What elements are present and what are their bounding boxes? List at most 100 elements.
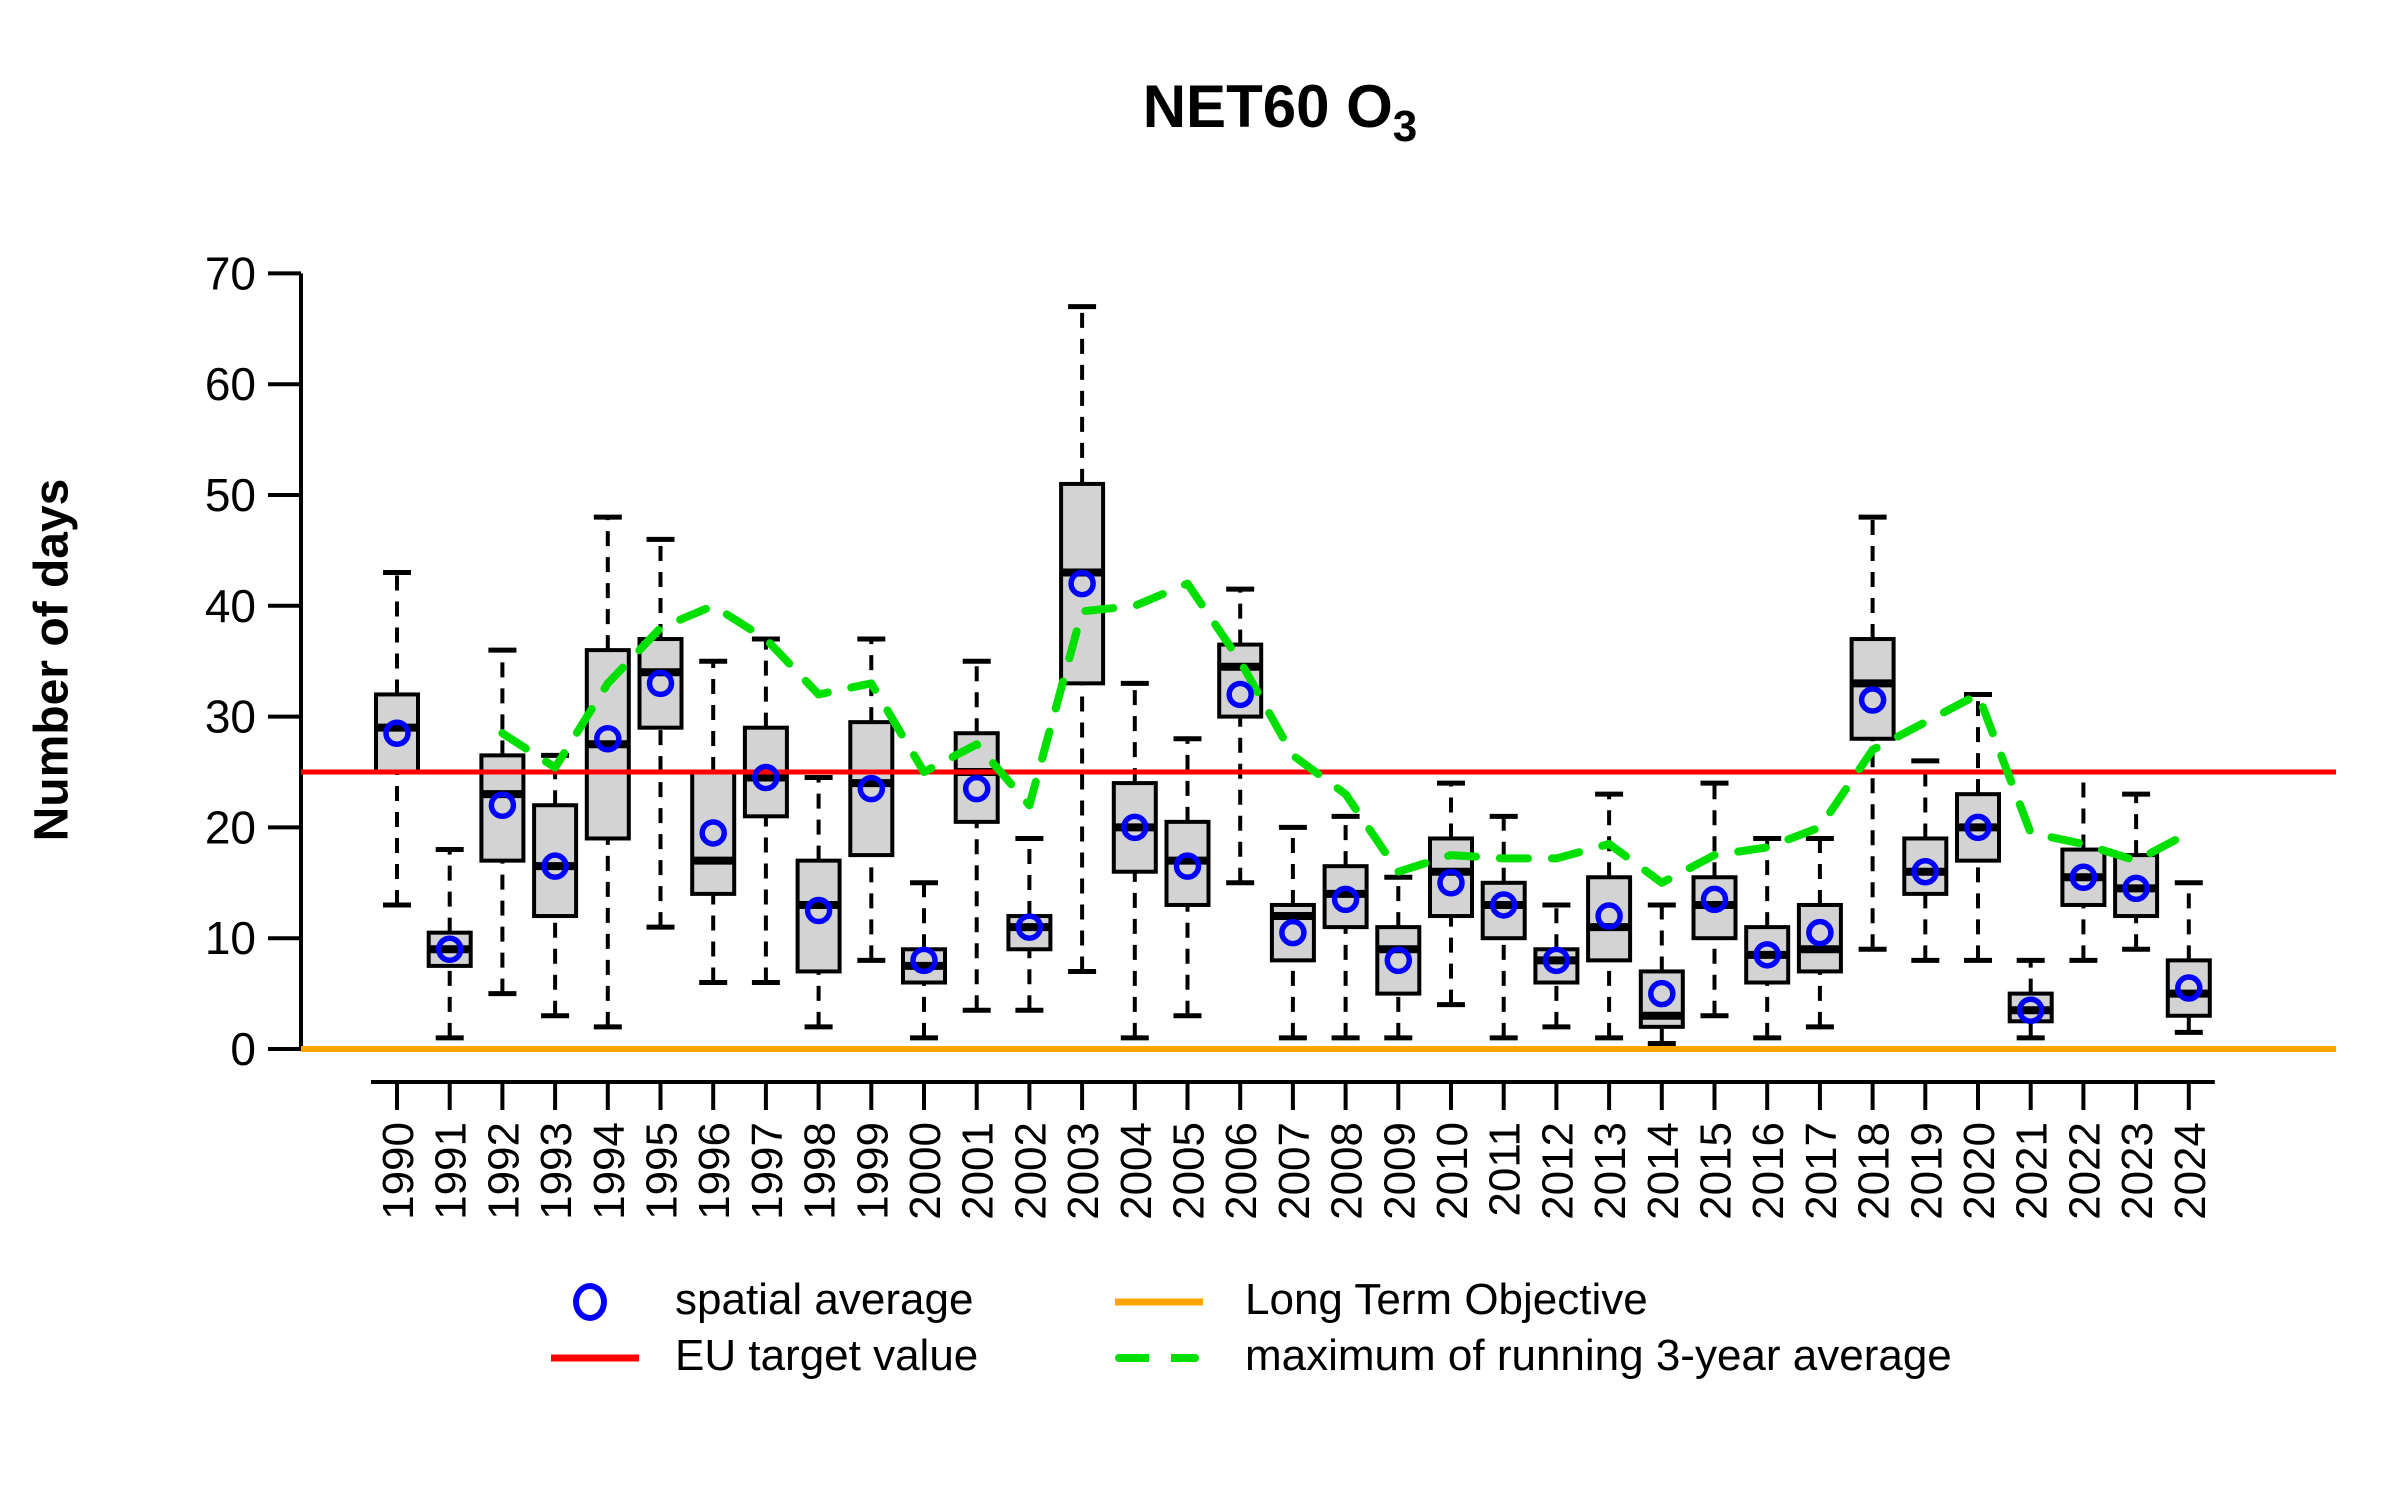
x-tick-label-1991: 1991 [427,1122,476,1220]
spatial-average-marker-1999 [857,774,886,803]
spatial-average-marker-1993 [541,852,569,880]
eu-target-line-icon [551,1354,639,1362]
box-1995 [637,637,684,730]
spatial-average-marker-1990 [383,719,411,747]
x-tick-label-1998: 1998 [796,1122,845,1220]
x-tick-label-2003: 2003 [1059,1122,1108,1220]
x-tick-label-1993: 1993 [532,1122,581,1220]
spatial-average-marker-2004 [1121,813,1149,842]
x-tick-label-2010: 2010 [1428,1122,1477,1220]
x-tick-label-1990: 1990 [374,1122,423,1220]
chart-title: NET60 O3 [1142,72,1418,151]
spatial-average-marker-2018 [1858,686,1887,714]
spatial-average-marker-1995 [646,669,675,698]
box-1999 [848,720,895,858]
x-tick-label-2021: 2021 [2008,1122,2057,1220]
x-tick-label-2011: 2011 [1481,1122,1530,1217]
spatial-average-marker-2020 [1964,813,1992,842]
box-2024 [2165,958,2212,1018]
box-2017 [1796,902,1843,974]
x-tick-label-2007: 2007 [1270,1122,1319,1220]
y-tick-label-70: 70 [205,247,256,299]
running-3yr-average-line [498,579,2193,887]
x-tick-label-2022: 2022 [2060,1122,2109,1220]
spatial-average-marker-1997 [752,763,780,792]
spatial-average-marker-2023 [2122,874,2150,903]
box-1998 [795,858,842,974]
x-tick-label-1994: 1994 [585,1122,634,1220]
x-tick-label-2015: 2015 [1692,1122,1741,1220]
y-tick-label-20: 20 [205,801,256,853]
box-1990 [374,692,420,774]
spatial-average-marker-1994 [594,725,622,753]
spatial-average-marker-2012 [1542,946,1571,975]
legend-label: spatial average [675,1275,974,1324]
y-tick-label-30: 30 [205,691,256,743]
x-tick-label-1996: 1996 [690,1122,739,1220]
x-tick-label-2004: 2004 [1112,1122,1161,1220]
x-tick-label-1997: 1997 [743,1122,792,1220]
spatial-average-marker-1992 [488,791,517,819]
spatial-average-marker-1996 [699,819,727,847]
box-2009 [1375,925,1422,996]
spatial-average-marker-1998 [804,896,833,925]
x-tick-label-2020: 2020 [1955,1122,2004,1220]
x-tick-label-2012: 2012 [1533,1122,1582,1220]
x-tick-label-2001: 2001 [954,1122,1003,1220]
spatial-average-marker-2009 [1384,946,1413,975]
spatial-average-marker-2024 [2175,974,2203,1002]
x-tick-label-2013: 2013 [1586,1122,1635,1220]
spatial-average-marker-2002 [1015,913,1044,941]
long-term-objective-line-icon [1115,1298,1203,1306]
spatial-average-marker-2016 [1753,941,1781,969]
chart-title-main: NET60 O [1142,73,1393,140]
spatial-average-marker-2006 [1226,680,1254,709]
x-tick-label-1995: 1995 [638,1122,687,1220]
box-1996 [690,770,737,896]
spatial-average-marker-2022 [2069,863,2098,892]
x-tick-label-2016: 2016 [1744,1122,1793,1220]
legend-label: Long Term Objective [1245,1275,1648,1324]
spatial-average-marker-2000 [910,946,938,975]
y-tick-label-50: 50 [205,469,256,521]
spatial-average-marker-2015 [1700,885,1729,914]
x-tick-label-2008: 2008 [1323,1122,1372,1220]
spatial-average-marker-2021 [2016,996,2045,1024]
spatial-average-marker-2010 [1437,869,1465,897]
chart-title-subscript: 3 [1392,102,1418,151]
spatial-average-marker-2017 [1806,918,1834,947]
x-tick-label-2000: 2000 [901,1122,950,1220]
x-tick-label-2009: 2009 [1375,1122,1424,1220]
x-tick-label-2023: 2023 [2113,1122,2162,1220]
box-2002 [1006,914,1053,952]
y-tick-label-40: 40 [205,580,256,632]
spatial-average-marker-2019 [1911,857,1940,886]
spatial-average-marker-2013 [1595,902,1623,930]
spatial-average-marker-2011 [1489,891,1518,919]
legend-label: EU target value [675,1331,979,1380]
spatial-average-marker-2008 [1331,885,1360,914]
running-average-dashed-line-icon [1115,1354,1199,1362]
x-tick-label-2018: 2018 [1850,1122,1899,1220]
spatial-average-marker-icon [573,1283,607,1321]
spatial-average-marker-2014 [1648,979,1676,1008]
x-tick-label-2002: 2002 [1006,1122,1055,1220]
box-1993 [532,803,579,919]
spatial-average-marker-2003 [1068,569,1096,598]
spatial-average-marker-1991 [435,935,464,964]
spatial-average-marker-2005 [1173,852,1202,880]
legend-label: maximum of running 3-year average [1245,1331,1952,1380]
box-2013 [1586,875,1633,963]
x-tick-label-2005: 2005 [1165,1122,1214,1220]
y-tick-label-60: 60 [205,358,256,410]
y-tick-label-10: 10 [205,912,256,964]
spatial-average-marker-2007 [1279,918,1307,947]
x-tick-label-1999: 1999 [848,1122,897,1220]
x-tick-label-2014: 2014 [1639,1122,1688,1220]
box-2012 [1533,947,1580,985]
x-tick-label-2006: 2006 [1217,1122,1266,1220]
x-tick-label-2024: 2024 [2166,1122,2215,1220]
